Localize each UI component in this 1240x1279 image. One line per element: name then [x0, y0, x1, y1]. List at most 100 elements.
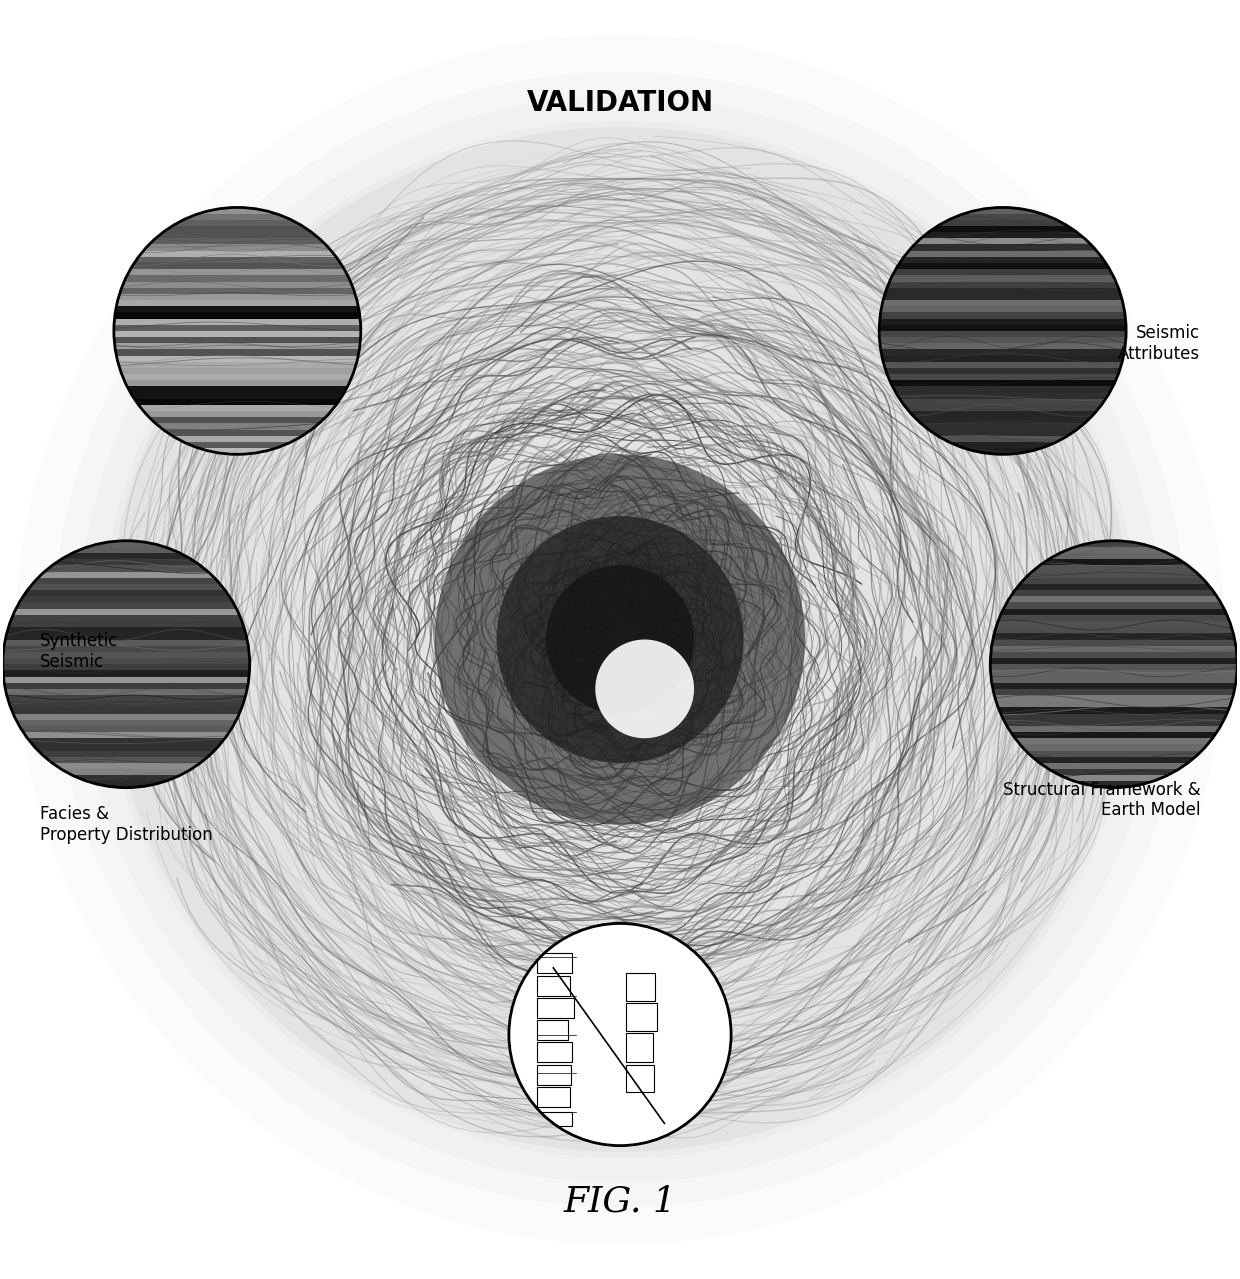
Polygon shape: [114, 231, 361, 238]
Polygon shape: [879, 405, 1126, 411]
Polygon shape: [879, 443, 1126, 448]
Bar: [537, 1064, 570, 1085]
Circle shape: [102, 122, 1138, 1157]
Polygon shape: [879, 306, 1126, 312]
Polygon shape: [879, 380, 1126, 386]
Polygon shape: [991, 694, 1238, 701]
Polygon shape: [114, 362, 361, 368]
Circle shape: [108, 127, 1132, 1152]
Polygon shape: [114, 288, 361, 294]
Polygon shape: [991, 732, 1238, 738]
Polygon shape: [879, 214, 1126, 220]
Bar: [537, 1021, 568, 1040]
Polygon shape: [991, 677, 1238, 683]
Polygon shape: [2, 751, 249, 757]
Polygon shape: [2, 622, 249, 627]
Polygon shape: [879, 331, 1126, 338]
Text: FIG. 1: FIG. 1: [563, 1184, 677, 1218]
Polygon shape: [991, 596, 1238, 602]
Polygon shape: [2, 683, 249, 689]
Polygon shape: [879, 231, 1126, 238]
Polygon shape: [114, 312, 361, 318]
Polygon shape: [114, 325, 361, 331]
Polygon shape: [114, 349, 361, 356]
Polygon shape: [2, 547, 249, 553]
Polygon shape: [114, 338, 361, 343]
Polygon shape: [879, 281, 1126, 288]
Text: Synthetic
Seismic: Synthetic Seismic: [40, 632, 118, 671]
Circle shape: [508, 923, 732, 1146]
Polygon shape: [991, 720, 1238, 726]
Bar: [537, 976, 569, 995]
Polygon shape: [114, 380, 361, 386]
Polygon shape: [114, 269, 361, 275]
Polygon shape: [879, 269, 1126, 275]
Polygon shape: [2, 609, 249, 615]
Polygon shape: [879, 220, 1126, 226]
Polygon shape: [2, 670, 249, 677]
Polygon shape: [2, 646, 249, 652]
Polygon shape: [991, 781, 1238, 788]
Circle shape: [77, 96, 1163, 1183]
Polygon shape: [114, 306, 361, 312]
Polygon shape: [114, 275, 361, 281]
Polygon shape: [2, 553, 249, 559]
Polygon shape: [991, 657, 1238, 664]
Polygon shape: [991, 646, 1238, 652]
Polygon shape: [879, 238, 1126, 244]
Circle shape: [991, 541, 1238, 788]
Polygon shape: [114, 263, 361, 269]
Bar: [537, 998, 574, 1018]
Polygon shape: [114, 368, 361, 373]
Polygon shape: [991, 738, 1238, 744]
Polygon shape: [114, 244, 361, 251]
Polygon shape: [991, 707, 1238, 714]
Polygon shape: [991, 769, 1238, 775]
Polygon shape: [2, 602, 249, 609]
Polygon shape: [2, 652, 249, 657]
Polygon shape: [2, 627, 249, 633]
Polygon shape: [2, 541, 249, 547]
Polygon shape: [114, 405, 361, 411]
Polygon shape: [114, 207, 361, 214]
Polygon shape: [114, 423, 361, 430]
Polygon shape: [991, 664, 1238, 670]
Polygon shape: [991, 683, 1238, 689]
Polygon shape: [879, 356, 1126, 362]
Polygon shape: [114, 318, 361, 325]
Polygon shape: [2, 707, 249, 714]
Polygon shape: [879, 263, 1126, 269]
Text: Seismic
Attributes: Seismic Attributes: [1118, 324, 1200, 363]
Polygon shape: [879, 257, 1126, 263]
Bar: [537, 1113, 572, 1126]
Polygon shape: [114, 214, 361, 220]
Bar: [537, 953, 572, 973]
Circle shape: [435, 454, 805, 825]
Polygon shape: [991, 751, 1238, 757]
Polygon shape: [2, 689, 249, 694]
Bar: [537, 1042, 572, 1063]
Polygon shape: [879, 386, 1126, 393]
Circle shape: [546, 565, 694, 714]
Polygon shape: [114, 343, 361, 349]
Polygon shape: [879, 318, 1126, 325]
Text: VALIDATION: VALIDATION: [527, 88, 713, 116]
Polygon shape: [879, 343, 1126, 349]
Polygon shape: [2, 769, 249, 775]
Polygon shape: [114, 443, 361, 448]
Polygon shape: [879, 301, 1126, 306]
Polygon shape: [879, 207, 1126, 214]
Polygon shape: [2, 726, 249, 732]
Polygon shape: [879, 430, 1126, 436]
Polygon shape: [879, 436, 1126, 443]
Polygon shape: [879, 338, 1126, 343]
Polygon shape: [991, 585, 1238, 590]
Polygon shape: [991, 652, 1238, 657]
Text: Structural Framework &
Earth Model: Structural Framework & Earth Model: [1003, 780, 1200, 820]
Polygon shape: [991, 602, 1238, 609]
Polygon shape: [879, 244, 1126, 251]
Polygon shape: [991, 775, 1238, 781]
Polygon shape: [879, 226, 1126, 231]
Polygon shape: [991, 572, 1238, 578]
Polygon shape: [114, 393, 361, 399]
